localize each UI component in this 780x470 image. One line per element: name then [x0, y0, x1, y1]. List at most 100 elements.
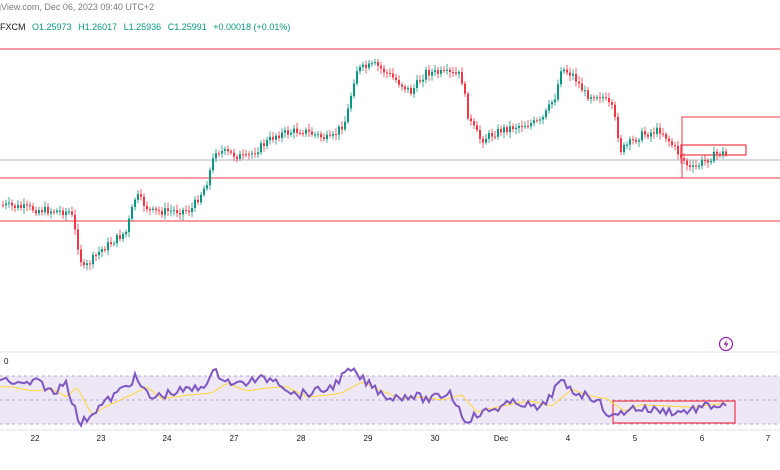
- candle-body: [539, 119, 541, 121]
- candle-body: [131, 206, 133, 219]
- candle-body: [44, 206, 46, 213]
- candle-body: [599, 97, 601, 99]
- candle-body: [656, 127, 658, 134]
- candle-body: [221, 150, 223, 154]
- candle-body: [443, 70, 445, 72]
- candle-body: [431, 71, 433, 76]
- low-value: L1.25936: [123, 22, 162, 32]
- candle-body: [497, 128, 499, 137]
- candle-body: [479, 130, 481, 139]
- candle-body: [320, 134, 322, 138]
- candle-body: [176, 210, 178, 213]
- candle-body: [587, 90, 589, 99]
- candle-body: [20, 205, 22, 208]
- candle-body: [467, 93, 469, 119]
- candle-body: [524, 125, 526, 127]
- candle-body: [407, 87, 409, 90]
- candle-body: [32, 206, 34, 211]
- range-box[interactable]: [681, 116, 780, 179]
- candle-body: [101, 249, 103, 252]
- candle-body: [653, 132, 655, 134]
- candle-body: [38, 210, 40, 214]
- candle-body: [545, 110, 547, 118]
- candle-body: [452, 72, 454, 74]
- candle-body: [173, 210, 175, 212]
- candle-body: [137, 194, 139, 200]
- candle-body: [140, 194, 142, 197]
- candle-body: [272, 136, 274, 140]
- candle-body: [197, 199, 199, 203]
- candle-body: [509, 126, 511, 133]
- candle-body: [698, 165, 700, 167]
- candle-body: [188, 210, 190, 213]
- open-value: O1.25973: [32, 22, 72, 32]
- candle-body: [503, 127, 505, 133]
- candle-body: [41, 210, 43, 213]
- candle-body: [485, 138, 487, 143]
- candle-body: [494, 136, 496, 138]
- candle-body: [518, 125, 520, 128]
- candle-body: [146, 205, 148, 210]
- candle-body: [383, 68, 385, 73]
- candle-body: [62, 210, 64, 216]
- candle-body: [308, 129, 310, 132]
- candle-body: [506, 127, 508, 133]
- candle-body: [260, 143, 262, 153]
- candle-body: [8, 202, 10, 204]
- candle-body: [245, 154, 247, 156]
- candle-body: [161, 211, 163, 215]
- candle-body: [92, 254, 94, 265]
- candle-body: [266, 140, 268, 146]
- candle-body: [80, 249, 82, 263]
- candle-body: [5, 203, 7, 206]
- candle-body: [521, 125, 523, 127]
- candle-body: [404, 86, 406, 90]
- rsi-highlight-box[interactable]: [612, 400, 736, 424]
- candle-body: [659, 127, 661, 134]
- rsi-line: [0, 367, 727, 428]
- candle-body: [353, 83, 355, 97]
- candle-body: [263, 143, 265, 146]
- candle-body: [116, 235, 118, 244]
- candle-body: [83, 262, 85, 266]
- candle-body: [440, 70, 442, 74]
- candle-body: [608, 98, 610, 103]
- candle-body: [236, 156, 238, 159]
- candle-body: [329, 134, 331, 136]
- candle-body: [149, 209, 151, 211]
- candle-body: [395, 77, 397, 80]
- candle-body: [281, 132, 283, 139]
- candle-body: [50, 211, 52, 214]
- candle-body: [287, 130, 289, 135]
- candle-body: [410, 87, 412, 94]
- candle-body: [224, 149, 226, 151]
- candle-body: [392, 73, 394, 78]
- candle-body: [401, 84, 403, 87]
- lightning-alert-icon[interactable]: [718, 336, 734, 352]
- x-tick-label: 24: [162, 434, 172, 443]
- candle-body: [47, 206, 49, 214]
- candlestick-series: [2, 58, 727, 270]
- candle-body: [563, 69, 565, 72]
- rsi-pane-label: 0: [4, 357, 9, 366]
- x-tick-label: Dec: [493, 434, 509, 443]
- candle-body: [59, 210, 61, 212]
- candle-body: [206, 185, 208, 189]
- candle-body: [125, 231, 127, 235]
- candle-body: [560, 71, 562, 85]
- candle-body: [296, 128, 298, 133]
- candle-body: [29, 205, 31, 207]
- candle-body: [371, 63, 373, 65]
- candle-body: [122, 234, 124, 239]
- candle-body: [107, 242, 109, 251]
- candle-body: [722, 151, 724, 155]
- candle-body: [719, 153, 721, 155]
- candle-body: [377, 62, 379, 66]
- candle-body: [323, 137, 325, 139]
- candle-body: [257, 152, 259, 155]
- candle-body: [461, 71, 463, 84]
- x-tick-label: 23: [96, 434, 106, 443]
- candle-body: [338, 126, 340, 135]
- candle-body: [422, 79, 424, 82]
